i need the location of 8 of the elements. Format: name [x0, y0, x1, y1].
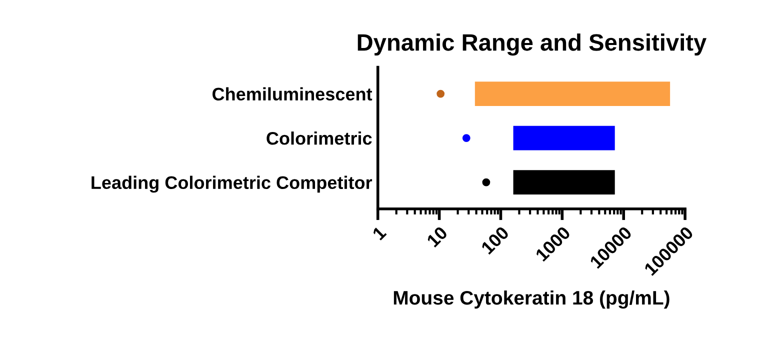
x-tick-label: 100	[480, 226, 510, 255]
y-tick-label: Chemiluminescent	[212, 87, 372, 101]
x-tick-label: 10	[426, 226, 448, 248]
x-tick-label: 1	[372, 226, 387, 240]
x-axis-title: Mouse Cytokeratin 18 (pg/mL)	[394, 290, 670, 309]
chart-title: Dynamic Range and Sensitivity	[358, 33, 707, 56]
y-tick-label: Leading Colorimetric Competitor	[92, 176, 372, 193]
y-tick-label: Colorimetric	[266, 132, 372, 145]
